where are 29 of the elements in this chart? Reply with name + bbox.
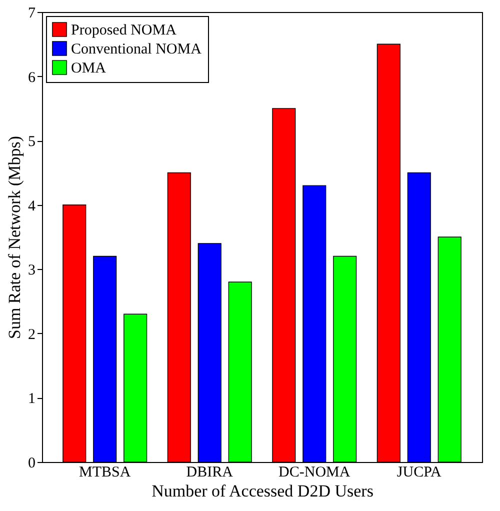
x-axis-title: Number of Accessed D2D Users [152, 482, 374, 500]
y-tick-label: 7 [28, 6, 36, 22]
bar [198, 243, 222, 462]
y-tick-label: 6 [28, 70, 36, 86]
bar [407, 172, 431, 462]
bar [376, 44, 400, 462]
bar [228, 282, 252, 462]
bar [272, 108, 296, 462]
legend-label: Proposed NOMA [71, 22, 177, 38]
y-tick-label: 0 [28, 456, 36, 472]
x-tick-label: MTBSA [79, 464, 131, 480]
y-tick-label: 2 [28, 326, 36, 343]
legend-label: OMA [71, 60, 106, 76]
bar [302, 185, 326, 462]
y-tick-label: 3 [28, 262, 36, 279]
bar [124, 314, 148, 462]
bar [62, 204, 86, 462]
x-tick-label: JUCPA [396, 464, 442, 480]
x-tick-label: DC-NOMA [278, 464, 350, 480]
bar [333, 256, 357, 462]
x-tick-label: DBIRA [186, 464, 234, 480]
legend-label: Conventional NOMA [71, 42, 202, 58]
y-tick-label: 4 [28, 198, 36, 214]
y-tick-label: 5 [28, 134, 36, 150]
bar [438, 236, 462, 462]
bar [167, 172, 191, 462]
bar [93, 256, 117, 462]
y-axis-title: Sum Rate of Network (Mbps) [5, 136, 24, 340]
y-tick-label: 1 [28, 391, 36, 408]
